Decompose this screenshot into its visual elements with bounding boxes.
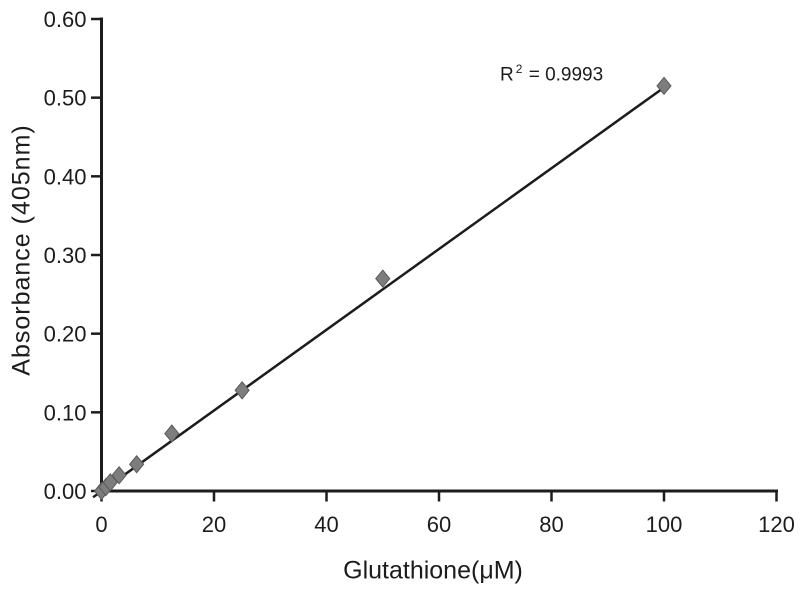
data-point-diamond — [656, 76, 672, 96]
y-axis-tick-label: 0.00 — [44, 479, 87, 504]
x-axis-title: Glutathione(μM) — [343, 556, 523, 585]
y-axis-tick-label: 0.20 — [44, 322, 87, 347]
data-point-diamond — [164, 424, 180, 443]
axes — [100, 17, 778, 493]
x-axis-tick-label: 80 — [539, 512, 563, 537]
r-squared-base: R — [500, 64, 514, 86]
x-axis-tick-label: 60 — [427, 512, 451, 537]
y-axis-tick-label: 0.50 — [44, 86, 87, 111]
x-axis-tick-label: 40 — [314, 512, 338, 537]
trendline — [92, 84, 669, 499]
data-point-diamond — [375, 269, 391, 288]
r-squared-value: = 0.9993 — [523, 64, 604, 86]
data-point-diamond — [234, 381, 250, 400]
y-axis-tick-label: 0.60 — [44, 7, 87, 32]
x-axis-tick-label: 100 — [646, 512, 683, 537]
x-axis-tick-label: 0 — [95, 512, 107, 537]
data-point-diamond — [102, 473, 118, 492]
data-point-diamond — [111, 465, 127, 485]
data-point-diamond — [129, 454, 145, 474]
y-axis-tick-label: 0.10 — [44, 400, 87, 425]
y-axis-tick-label: 0.40 — [44, 164, 87, 189]
x-axis-tick-label: 20 — [202, 512, 226, 537]
y-axis-title: Absorbance (405nm) — [7, 124, 36, 376]
x-axis-tick-label: 120 — [758, 512, 795, 537]
r-squared-superscript: 2 — [515, 62, 523, 76]
y-axis-tick-label: 0.30 — [44, 243, 87, 268]
